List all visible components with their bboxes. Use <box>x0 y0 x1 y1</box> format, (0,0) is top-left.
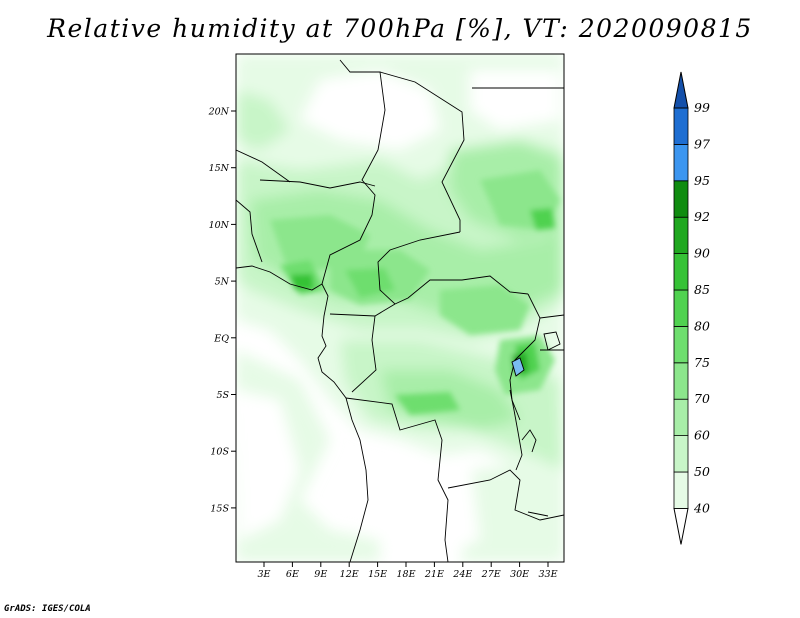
lat-tick-label: 10S <box>210 447 229 458</box>
colorbar-segment <box>673 289 689 327</box>
lat-tick-label: 20N <box>208 107 230 118</box>
lat-tick-label: 15N <box>209 163 230 174</box>
colorbar-segment <box>673 471 689 509</box>
colorbar-label: 75 <box>694 355 710 370</box>
lakes <box>509 331 561 517</box>
colorbar-label: 95 <box>694 173 710 188</box>
lat-tick-label: 15S <box>210 503 229 514</box>
colorbar-segment <box>673 107 689 145</box>
colorbar-label: 92 <box>694 209 710 224</box>
longitude-axis: 3E 6E 9E 12E 15E 18E 21E 24E 27E 30E 33E <box>258 562 558 580</box>
colorbar-segment <box>673 253 689 291</box>
colorbar-label: 97 <box>694 136 710 151</box>
colorbar-label: 85 <box>694 282 710 297</box>
colorbar-segment <box>673 362 689 400</box>
lat-tick-label: 10N <box>209 220 230 231</box>
colorbar-label: 90 <box>694 246 710 261</box>
colorbar-label: 60 <box>694 428 710 443</box>
lon-tick-label: 33E <box>538 569 557 580</box>
colorbar-high-triangle <box>673 71 689 109</box>
colorbar-label: 80 <box>694 318 710 333</box>
lat-tick-label: 5N <box>215 277 230 288</box>
humidity-shading <box>236 54 564 562</box>
lat-tick-label: 5S <box>216 390 229 401</box>
colorbar-segment <box>673 398 689 437</box>
colorbar-label: 40 <box>693 500 710 515</box>
lon-tick-label: 30E <box>510 569 529 580</box>
colorbar-segment <box>673 325 689 364</box>
colorbar-segment <box>673 180 689 218</box>
map-title: Relative humidity at 700hPa [%], VT: 202… <box>47 14 753 43</box>
latitude-axis: 20N 15N 10N 5N EQ 5S 10S 15S <box>208 107 236 514</box>
lon-tick-label: 6E <box>286 569 299 580</box>
lon-tick-label: 3E <box>258 569 271 580</box>
colorbar-low-triangle <box>673 507 689 545</box>
lon-tick-label: 12E <box>340 569 359 580</box>
colorbar-segment <box>673 143 689 182</box>
colorbar-segment <box>673 216 689 254</box>
lon-tick-label: 24E <box>452 569 472 580</box>
colorbar-label: 70 <box>694 391 710 406</box>
lon-tick-label: 9E <box>314 569 327 580</box>
credit-label: GrADS: IGES/COLA <box>4 604 91 614</box>
lon-tick-label: 18E <box>396 569 415 580</box>
lon-tick-label: 21E <box>424 569 444 580</box>
colorbar-segment <box>673 435 689 473</box>
colorbar-label: 99 <box>694 100 710 115</box>
lat-tick-label: EQ <box>213 333 229 344</box>
colorbar-label: 50 <box>694 464 710 479</box>
humidity-colorbar: 40 50 60 70 75 80 85 90 92 95 97 99 <box>673 71 710 545</box>
lon-tick-label: 27E <box>481 569 501 580</box>
map-frame <box>235 53 565 563</box>
lon-tick-label: 15E <box>368 569 387 580</box>
